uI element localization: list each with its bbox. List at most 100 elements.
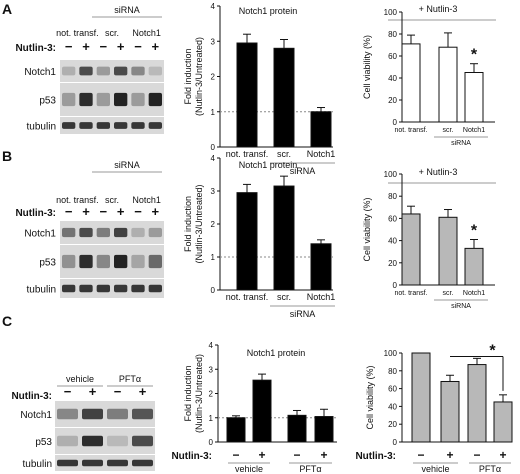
blot-band xyxy=(131,254,145,269)
blot-band xyxy=(148,92,162,107)
blot-band xyxy=(114,227,128,238)
chart-B-viability: + Nutlin-3 0 20 40 60 80 100 Cell viability (%)… xyxy=(362,167,496,310)
nutlin-sign: − xyxy=(65,39,73,54)
panel-letter-C: C xyxy=(2,313,12,329)
blot-strip xyxy=(60,245,164,278)
significance-marker: * xyxy=(471,47,478,64)
y-axis-label: (Nutlin-3/Untreated) xyxy=(194,184,204,263)
y-tick-label: 4 xyxy=(209,341,214,350)
blot-group-label: Notch1 xyxy=(132,195,161,205)
x-tick-label: − xyxy=(293,448,300,462)
blot-band xyxy=(82,459,103,467)
x-group-label: PFTα xyxy=(479,464,501,474)
x-group-label: PFTα xyxy=(299,464,321,474)
y-axis-label: Fold induction xyxy=(183,196,193,252)
x-tick-label: Notch1 xyxy=(307,149,336,159)
blot-band xyxy=(62,92,76,107)
x-tick-label: scr. xyxy=(277,292,291,302)
blot-band xyxy=(57,435,78,447)
blot-band xyxy=(107,408,128,420)
y-tick-label: 2 xyxy=(211,220,216,229)
bar xyxy=(438,216,458,286)
x-tick-label: + xyxy=(320,448,327,462)
blot-band xyxy=(62,227,76,238)
blot-band xyxy=(114,122,128,129)
blot-band xyxy=(79,284,93,293)
x-tick-label: not. transf. xyxy=(394,127,427,134)
y-tick-label: 2 xyxy=(209,390,214,399)
bar xyxy=(273,47,295,148)
nutlin-sign: + xyxy=(139,384,147,399)
blot-band xyxy=(131,92,145,107)
blot-band xyxy=(79,227,93,238)
x-tick-label: scr. xyxy=(443,127,454,134)
bar xyxy=(314,416,334,443)
blot-band-label: tubulin xyxy=(27,122,56,133)
chart-title: + Nutlin-3 xyxy=(419,167,458,177)
x-tick-label: − xyxy=(473,448,480,462)
blot-band xyxy=(114,284,128,293)
y-tick-label: 2 xyxy=(211,73,216,82)
x-group-label: vehicle xyxy=(235,464,263,474)
blot-band-label: Notch1 xyxy=(24,67,56,78)
bar xyxy=(236,42,258,148)
blot-band xyxy=(132,435,153,447)
panel-letter-A: A xyxy=(2,1,12,17)
y-tick-label: 100 xyxy=(384,349,398,358)
chart-title: Notch1 protein xyxy=(239,6,298,16)
blot-band xyxy=(96,92,110,107)
nutlin-sign: + xyxy=(152,39,160,54)
blot-strip xyxy=(60,221,164,244)
y-tick-label: 60 xyxy=(388,214,397,223)
x-tick-label: + xyxy=(499,448,506,462)
y-tick-label: 100 xyxy=(384,170,398,179)
blot-band xyxy=(114,66,128,76)
blot-band xyxy=(79,122,93,129)
bar xyxy=(401,43,421,123)
x-tick-label: not. transf. xyxy=(394,290,427,297)
chart-A-protein: Notch1 protein 0 1 2 3 4 Fold induction (Nutlin… xyxy=(183,2,335,176)
y-tick-label: 1 xyxy=(211,253,216,262)
x-axis-title: Nutlin-3: xyxy=(355,451,396,462)
blot-band xyxy=(57,408,78,420)
bar xyxy=(252,379,272,443)
bar xyxy=(438,46,458,123)
x-group-label: siRNA xyxy=(290,166,316,176)
blot-band xyxy=(132,408,153,420)
blot-band-label: Notch1 xyxy=(24,229,56,240)
blot-band xyxy=(62,254,76,269)
y-tick-label: 0 xyxy=(393,438,398,447)
blot-band xyxy=(131,227,145,238)
y-tick-label: 40 xyxy=(388,74,397,83)
y-axis-label: (Nutlin-3/Untreated) xyxy=(194,354,204,433)
y-axis-label: (Nutlin-3/Untreated) xyxy=(194,37,204,116)
y-axis-label: Fold induction xyxy=(183,48,193,104)
y-tick-label: 3 xyxy=(211,187,216,196)
nutlin-sign: − xyxy=(100,204,108,219)
y-tick-label: 0 xyxy=(393,118,398,127)
blot-group-label: not. transf. xyxy=(56,195,99,205)
y-tick-label: 20 xyxy=(388,259,397,268)
chart-title: Notch1 protein xyxy=(247,348,306,358)
nutlin-sign: + xyxy=(117,204,125,219)
x-tick-label: Notch1 xyxy=(307,292,336,302)
y-tick-label: 0 xyxy=(211,286,216,295)
y-tick-label: 80 xyxy=(388,30,397,39)
y-tick-label: 0 xyxy=(209,438,214,447)
blot-band-label: p53 xyxy=(35,437,52,448)
y-tick-label: 80 xyxy=(388,192,397,201)
x-tick-label: Notch1 xyxy=(463,127,485,134)
x-tick-label: scr. xyxy=(277,149,291,159)
nutlin-sign: + xyxy=(152,204,160,219)
blot-band xyxy=(79,66,93,76)
y-tick-label: 4 xyxy=(211,2,216,11)
blot-band xyxy=(107,459,128,467)
sirna-header: siRNA xyxy=(114,160,140,170)
bar xyxy=(464,72,484,123)
nutlin-sign: − xyxy=(65,204,73,219)
blot-band-label: p53 xyxy=(39,96,56,107)
blot-band-label: Notch1 xyxy=(20,410,52,421)
blot-band xyxy=(62,284,76,293)
blot-band xyxy=(131,284,145,293)
